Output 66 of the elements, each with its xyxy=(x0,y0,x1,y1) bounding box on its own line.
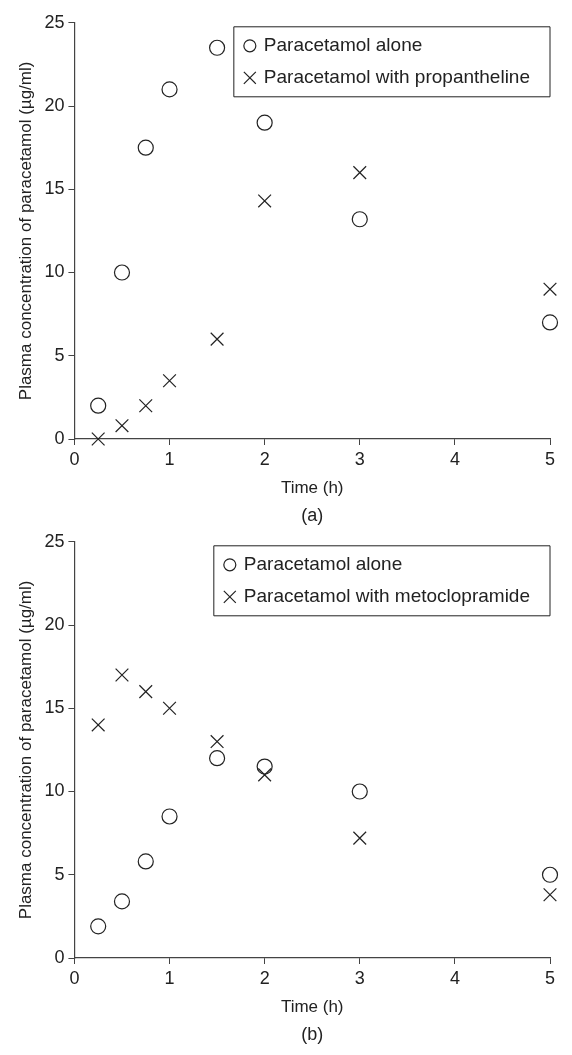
point xyxy=(256,758,273,775)
x-tick-label: 0 xyxy=(69,967,80,988)
x-tick-label: 2 xyxy=(259,448,270,469)
point xyxy=(115,668,129,682)
x-axis-title: Time (h) xyxy=(280,478,344,498)
y-tick-label: 10 xyxy=(44,261,65,282)
point xyxy=(351,783,368,800)
x-axis-title: Time (h) xyxy=(280,997,344,1017)
y-tick-label: 20 xyxy=(44,95,65,116)
y-tick-label: 0 xyxy=(54,427,65,448)
point xyxy=(138,684,153,699)
y-tick-label: 0 xyxy=(54,946,65,967)
legend-label: Paracetamol alone xyxy=(243,553,403,575)
point xyxy=(113,893,131,910)
x-tick-label: 0 xyxy=(69,448,80,469)
legend-label: Paracetamol with propantheline xyxy=(263,66,531,88)
legend-label: Paracetamol alone xyxy=(263,34,423,56)
y-axis-title: Plasma concentration of paracetamol (µg/ml) xyxy=(15,61,35,401)
y-tick-label: 15 xyxy=(44,178,65,199)
y-tick-label: 10 xyxy=(44,780,65,801)
point xyxy=(113,264,131,281)
point xyxy=(161,81,178,98)
point xyxy=(162,373,177,388)
point xyxy=(257,767,272,782)
point xyxy=(543,282,557,297)
point xyxy=(90,397,107,414)
x-tick-label: 4 xyxy=(449,448,460,469)
point xyxy=(256,114,273,131)
y-tick-label: 5 xyxy=(54,863,65,884)
point xyxy=(541,314,559,331)
point xyxy=(137,139,154,156)
point xyxy=(91,717,106,732)
point xyxy=(210,332,225,347)
point xyxy=(257,193,272,208)
point xyxy=(543,887,557,902)
text: (b) xyxy=(301,1023,324,1044)
x-tick-label: 5 xyxy=(544,448,556,469)
point xyxy=(351,211,368,228)
point xyxy=(161,808,178,825)
x-tick-label: 5 xyxy=(544,967,556,988)
text: (a) xyxy=(301,504,324,525)
x-tick-label: 3 xyxy=(354,967,365,988)
point xyxy=(352,831,367,846)
point xyxy=(541,866,559,883)
x-tick-label: 3 xyxy=(354,448,365,469)
point xyxy=(91,432,106,446)
y-axis-title: Plasma concentration of paracetamol (µg/ml) xyxy=(15,580,35,920)
x-tick-label: 2 xyxy=(259,967,270,988)
x-tick-label: 1 xyxy=(164,448,175,469)
y-tick-label: 20 xyxy=(44,614,65,635)
point xyxy=(352,165,367,180)
point xyxy=(209,39,226,56)
y-tick-label: 5 xyxy=(54,344,65,365)
y-tick-label: 25 xyxy=(44,530,65,551)
y-tick-label: 25 xyxy=(44,11,65,32)
point xyxy=(137,853,154,870)
x-tick-label: 4 xyxy=(449,967,460,988)
y-tick-label: 15 xyxy=(44,697,65,718)
x-tick-label: 1 xyxy=(164,967,175,988)
point xyxy=(90,918,107,935)
point xyxy=(138,398,153,413)
point xyxy=(209,750,226,767)
point xyxy=(210,734,225,749)
legend-label: Paracetamol with metoclopramide xyxy=(243,585,531,607)
point xyxy=(115,418,129,433)
point xyxy=(162,701,177,716)
